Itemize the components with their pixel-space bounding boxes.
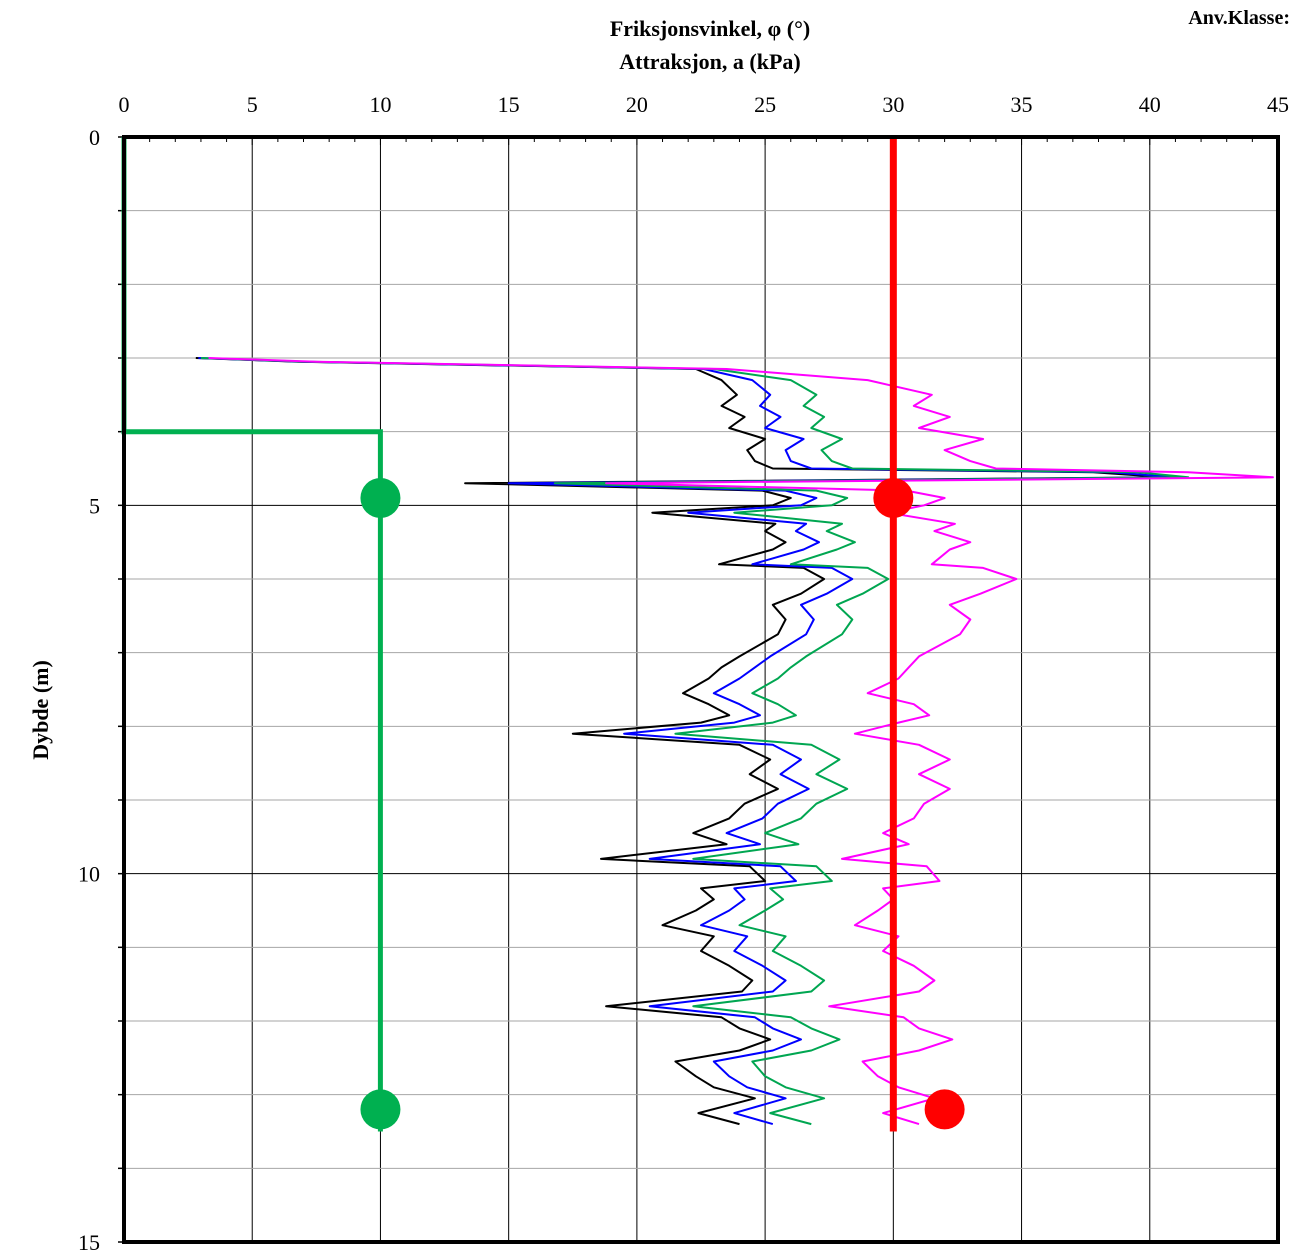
friction-marker <box>924 1089 965 1130</box>
attraction-marker <box>360 1089 401 1130</box>
tick-labels: 0 5 10 15 20 25 30 35 40 45 0 5 10 15 <box>78 92 1289 1255</box>
design-lines <box>121 137 965 1132</box>
attraction-marker <box>360 477 401 518</box>
series-layer <box>195 357 1274 1126</box>
chart-title-friction: Friksjonsvinkel, φ (°) <box>610 16 810 41</box>
y-tick-label: 0 <box>89 125 100 150</box>
x-tick-label: 25 <box>754 92 776 117</box>
x-tick-label: 5 <box>247 92 258 117</box>
friction-marker <box>873 477 914 518</box>
series-line-green <box>200 357 1190 1126</box>
tick-marks <box>118 136 1279 1243</box>
x-tick-label: 45 <box>1267 92 1289 117</box>
x-tick-label: 10 <box>369 92 391 117</box>
x-tick-label: 35 <box>1011 92 1033 117</box>
y-axis-label: Dybde (m) <box>28 660 53 760</box>
x-tick-label: 0 <box>119 92 130 117</box>
y-tick-label: 5 <box>89 493 100 518</box>
chart-title-attraction: Attraksjon, a (kPa) <box>619 49 801 74</box>
x-tick-label: 30 <box>882 92 904 117</box>
x-tick-label: 15 <box>498 92 520 117</box>
plot-frame <box>122 135 1280 1244</box>
grid <box>123 137 1279 1242</box>
y-tick-label: 15 <box>78 1230 100 1255</box>
x-tick-label: 40 <box>1139 92 1161 117</box>
y-tick-label: 10 <box>78 862 100 887</box>
x-tick-label: 20 <box>626 92 648 117</box>
series-line-magenta <box>208 357 1274 1126</box>
corner-label: Anv.Klasse: <box>1188 7 1290 29</box>
